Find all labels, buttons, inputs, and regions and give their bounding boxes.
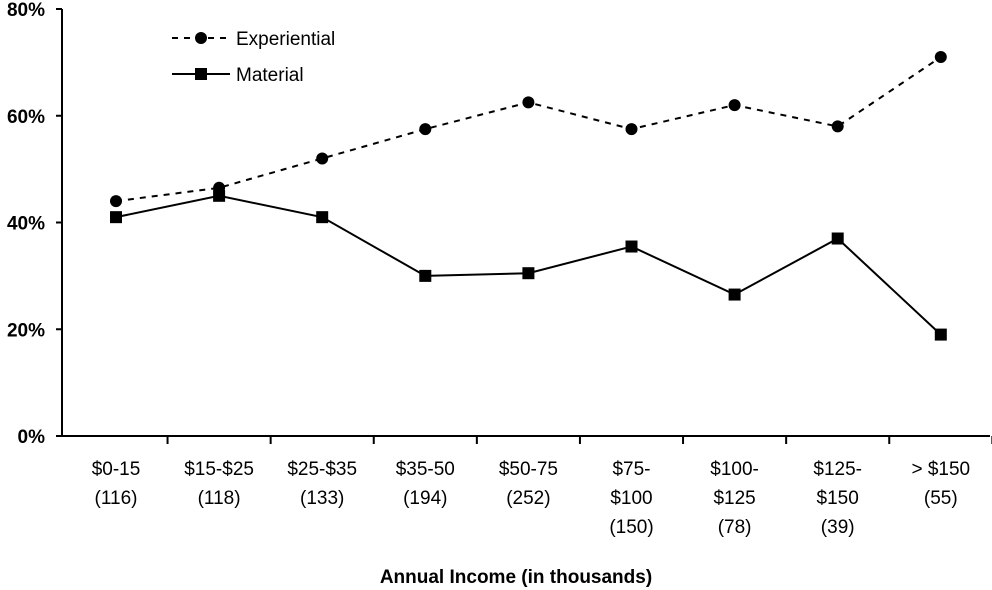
x-tick-label: $100- $125 (78) xyxy=(710,459,759,538)
x-tick-label-line: (78) xyxy=(718,517,752,538)
series xyxy=(110,51,947,341)
x-tick-label-line: $100- xyxy=(710,459,759,480)
x-tick-label-line: (252) xyxy=(506,488,550,509)
y-ticks: 0% 20% 40% 60% 80% xyxy=(7,0,62,448)
x-tick-label-line: $25-$35 xyxy=(287,459,357,480)
data-point-experiential xyxy=(728,99,741,112)
data-point-material xyxy=(213,189,226,202)
data-point-material xyxy=(522,267,535,280)
y-tick-label: 60% xyxy=(7,107,45,128)
data-point-experiential xyxy=(522,96,535,109)
x-tick-label: $35-50 (194) xyxy=(396,459,455,509)
x-tick-label-line: > $150 xyxy=(911,459,970,480)
x-tick-label-line: $125 xyxy=(713,488,755,509)
x-tick-label-line: (118) xyxy=(198,488,241,509)
x-tick-label-line: $100 xyxy=(610,488,652,509)
data-point-experiential xyxy=(625,123,638,136)
legend: Experiential Material xyxy=(172,29,335,86)
data-point-material xyxy=(934,328,947,341)
data-point-material xyxy=(419,269,432,282)
x-tick-label: $0-15 (116) xyxy=(92,459,141,509)
x-tick-label-line: (133) xyxy=(300,488,344,509)
x-tick-label-line: $15-$25 xyxy=(184,459,254,480)
x-tick-label-line: (194) xyxy=(403,488,447,509)
data-point-material xyxy=(110,211,122,224)
legend-label-material: Material xyxy=(236,65,304,86)
x-tick-label-line: (150) xyxy=(609,517,653,538)
x-tick-label-line: $75- xyxy=(612,459,650,480)
legend-marker-experiential xyxy=(195,32,207,44)
series-line-material xyxy=(115,194,942,336)
x-tick-label-line: $0-15 xyxy=(92,459,141,480)
y-tick-label: 80% xyxy=(7,0,45,21)
y-tick-label: 40% xyxy=(7,214,45,235)
x-tick-label-line: $50-75 xyxy=(499,459,558,480)
y-tick-label: 20% xyxy=(7,320,45,341)
data-point-material xyxy=(625,240,638,253)
x-tick-label: $75- $100 (150) xyxy=(609,459,653,538)
x-ticks: $0-15 (116) $15-$25 (118) $25-$35 (133) $35-50… xyxy=(92,436,992,538)
data-point-experiential xyxy=(419,123,432,136)
x-tick-label-line: $150 xyxy=(817,488,859,509)
legend-marker-material xyxy=(195,68,207,80)
x-tick-label: > $150 (55) xyxy=(911,459,970,509)
x-tick-label-line: $125- xyxy=(813,459,862,480)
x-tick-label: $125- $150 (39) xyxy=(813,459,862,538)
x-axis-title: Annual Income (in thousands) xyxy=(380,567,652,588)
x-tick-label-line: $35-50 xyxy=(396,459,455,480)
data-point-experiential xyxy=(316,152,329,165)
x-tick-label: $15-$25 (118) xyxy=(184,459,254,509)
x-tick-label-line: (116) xyxy=(95,488,138,509)
x-tick-label-line: (55) xyxy=(924,488,958,509)
x-tick-label: $50-75 (252) xyxy=(499,459,558,509)
x-tick-label-line: (39) xyxy=(821,517,855,538)
data-point-material xyxy=(728,288,741,301)
legend-label-experiential: Experiential xyxy=(236,29,335,50)
data-point-material xyxy=(831,232,844,245)
x-tick-label: $25-$35 (133) xyxy=(287,459,357,509)
data-point-experiential xyxy=(110,195,122,208)
data-point-experiential xyxy=(934,51,947,64)
data-point-material xyxy=(316,211,329,224)
y-tick-label: 0% xyxy=(18,427,46,448)
data-point-experiential xyxy=(831,120,844,133)
